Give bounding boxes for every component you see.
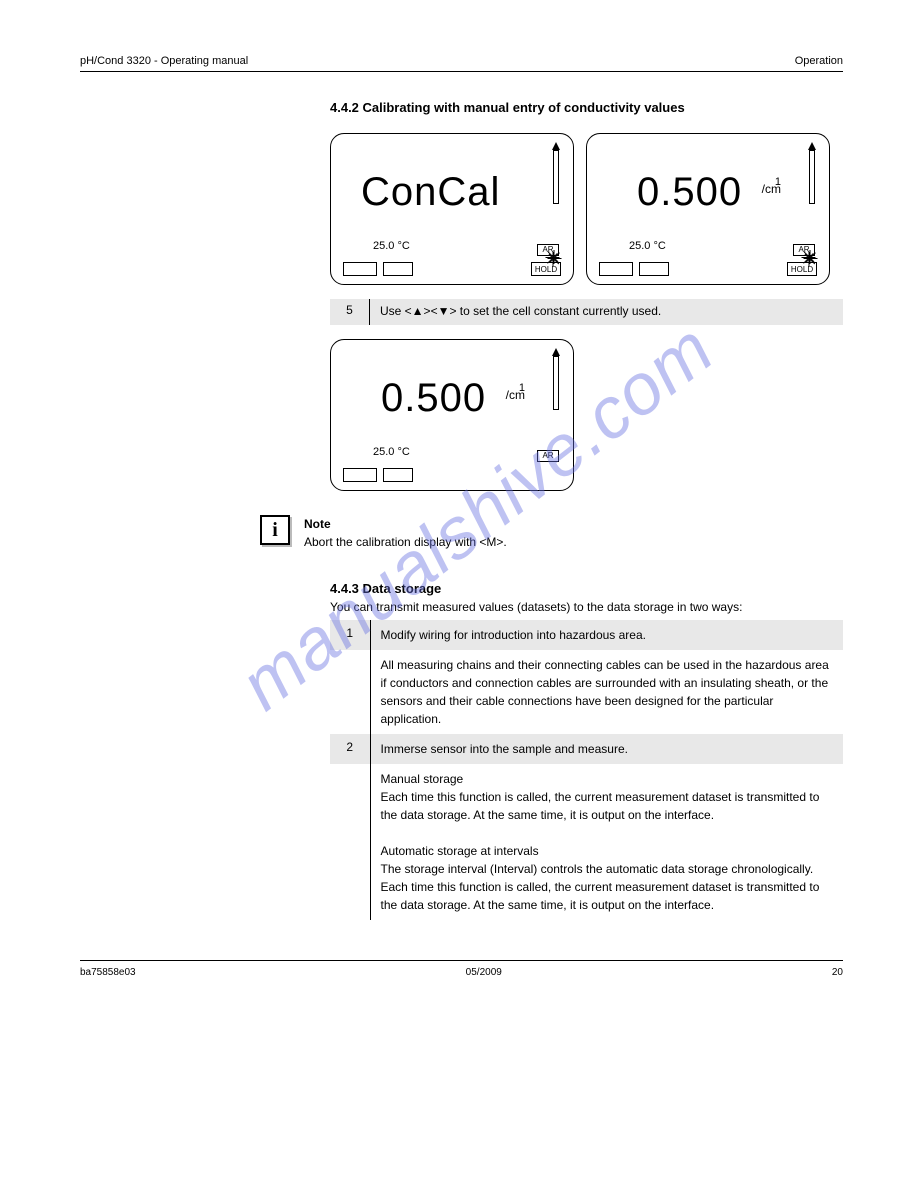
lcd-main-value: 0.500 <box>381 376 486 421</box>
lcd-btn-2 <box>383 262 413 276</box>
lcd-btn-1 <box>599 262 633 276</box>
table-row: All measuring chains and their connectin… <box>330 650 843 734</box>
lcd-unit: /cm <box>506 388 525 402</box>
subsection-desc: You can transmit measured values (datase… <box>330 600 843 614</box>
lcd-btn-1 <box>343 468 377 482</box>
table-row: Manual storage Each time this function i… <box>330 764 843 920</box>
step-number: 2 <box>330 734 370 764</box>
lcd-btn-1 <box>343 262 377 276</box>
info-note: Note Abort the calibration display with … <box>304 515 507 551</box>
lcd-screen-value-2: 0.500 1 /cm 25.0 °C AR <box>330 339 574 491</box>
step-number <box>330 764 370 920</box>
highlight-burst-icon <box>529 246 579 296</box>
step-number: 1 <box>330 620 370 650</box>
lcd-unit: /cm <box>762 182 781 196</box>
sensor-icon <box>805 142 819 222</box>
storage-steps-table: 1 Modify wiring for introduction into ha… <box>330 620 843 920</box>
header-rule <box>80 71 843 72</box>
note-heading: Note <box>304 515 507 533</box>
footer-left: ba75858e03 <box>80 967 136 978</box>
step-text: All measuring chains and their connectin… <box>370 650 843 734</box>
subsection-title: 4.4.3 Data storage <box>330 581 843 596</box>
lcd-main-concal: ConCal <box>361 170 500 215</box>
table-row: 1 Modify wiring for introduction into ha… <box>330 620 843 650</box>
lcd-screen-concal: ConCal 25.0 °C AR HOLD <box>330 133 574 285</box>
table-row: 2 Immerse sensor into the sample and mea… <box>330 734 843 764</box>
note-body: Abort the calibration display with <M>. <box>304 535 507 549</box>
info-icon: i <box>260 515 290 545</box>
step-5-row: 5 Use <▲><▼> to set the cell constant cu… <box>330 299 843 325</box>
footer-center: 05/2009 <box>466 967 502 978</box>
header-left: pH/Cond 3320 - Operating manual <box>80 55 248 67</box>
lcd-ar: AR <box>537 450 559 462</box>
lcd-screens-row: ConCal 25.0 °C AR HOLD <box>330 133 843 285</box>
section-title: 4.4.2 Calibrating with manual entry of c… <box>330 100 843 115</box>
page-header: pH/Cond 3320 - Operating manual Operatio… <box>80 55 843 71</box>
page-footer: ba75858e03 05/2009 20 <box>80 967 843 978</box>
highlight-burst-icon <box>785 246 835 296</box>
step-text: Manual storage Each time this function i… <box>370 764 843 920</box>
lcd-btn-2 <box>383 468 413 482</box>
step-text: Immerse sensor into the sample and measu… <box>370 734 843 764</box>
step-text: Use <▲><▼> to set the cell constant curr… <box>370 299 843 325</box>
step-number <box>330 650 370 734</box>
lcd-btn-2 <box>639 262 669 276</box>
step-number: 5 <box>330 299 370 325</box>
lcd-temp: 25.0 °C <box>629 240 666 252</box>
footer-right: 20 <box>832 967 843 978</box>
lcd-main-value: 0.500 <box>637 170 742 215</box>
info-glyph: i <box>272 519 278 542</box>
lcd-screen-value: 0.500 1 /cm 25.0 °C AR HOLD <box>586 133 830 285</box>
step-text: Modify wiring for introduction into haza… <box>370 620 843 650</box>
footer-rule <box>80 960 843 967</box>
header-right: Operation <box>795 55 843 67</box>
sensor-icon <box>549 348 563 428</box>
sensor-icon <box>549 142 563 222</box>
lcd-temp: 25.0 °C <box>373 240 410 252</box>
lcd-temp: 25.0 °C <box>373 446 410 458</box>
